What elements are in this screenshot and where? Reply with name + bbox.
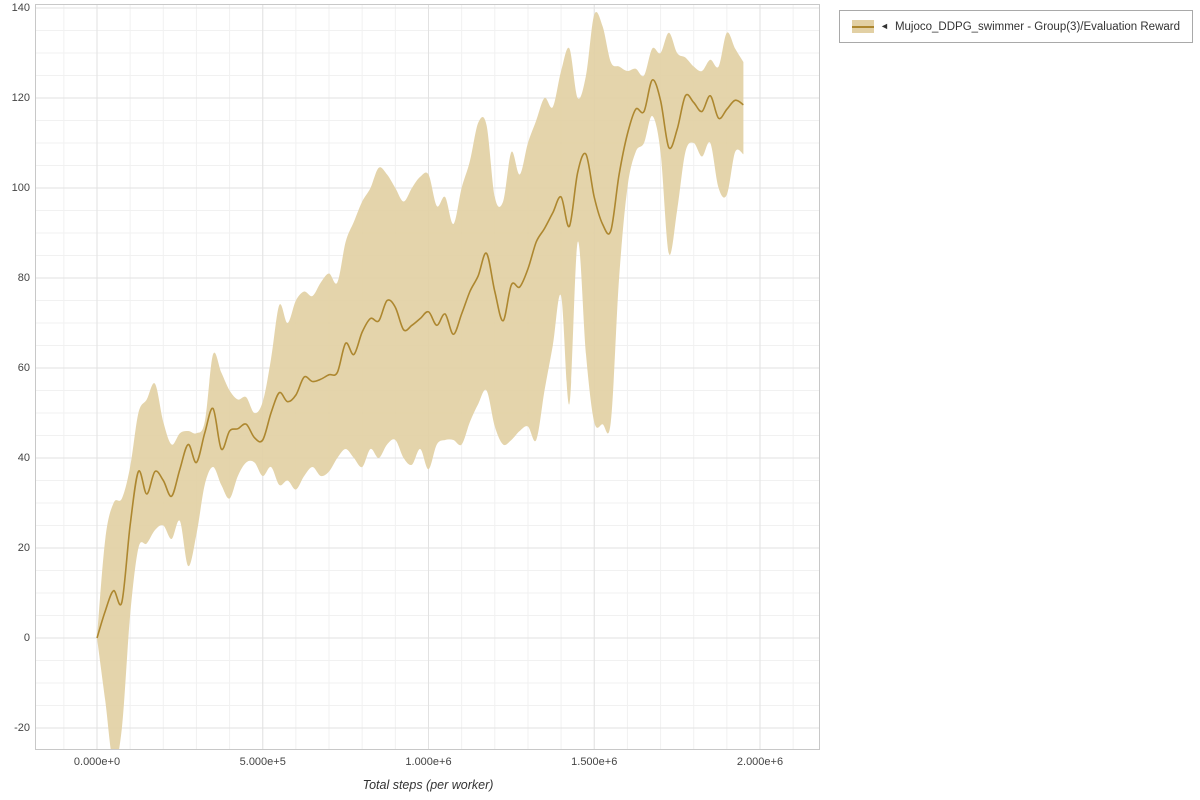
x-axis-title: Total steps (per worker) [362, 778, 494, 792]
legend-item[interactable]: ◄ Mujoco_DDPG_swimmer - Group(3)/Evaluat… [839, 10, 1193, 43]
x-tick-label: 1.500e+6 [571, 756, 618, 768]
y-tick-label: 60 [17, 362, 30, 374]
y-tick-label: 40 [17, 451, 30, 464]
legend-swatch [852, 20, 875, 33]
legend-label: Mujoco_DDPG_swimmer - Group(3)/Evaluatio… [894, 20, 1180, 33]
x-tick-label: 5.000e+5 [239, 756, 286, 768]
y-tick-label: 20 [17, 541, 30, 554]
x-tick-label: 0.000e+0 [73, 756, 121, 768]
x-tick-label: 2.000e+6 [736, 756, 784, 768]
confidence-band [97, 11, 744, 750]
x-tick-label: 1.000e+6 [405, 756, 452, 768]
y-tick-label: 80 [17, 272, 30, 284]
y-tick-label: 100 [11, 182, 30, 195]
y-tick-label: 0 [23, 631, 30, 644]
y-tick-label: 140 [11, 2, 30, 15]
y-tick-label: -20 [14, 721, 30, 734]
y-tick-label: 120 [11, 92, 30, 105]
legend-swatch-line [852, 25, 875, 28]
legend-collapse-icon[interactable]: ◄ [880, 21, 889, 31]
mean-line [96, 79, 744, 639]
plot-border [35, 4, 820, 750]
plot-area[interactable] [35, 4, 820, 750]
